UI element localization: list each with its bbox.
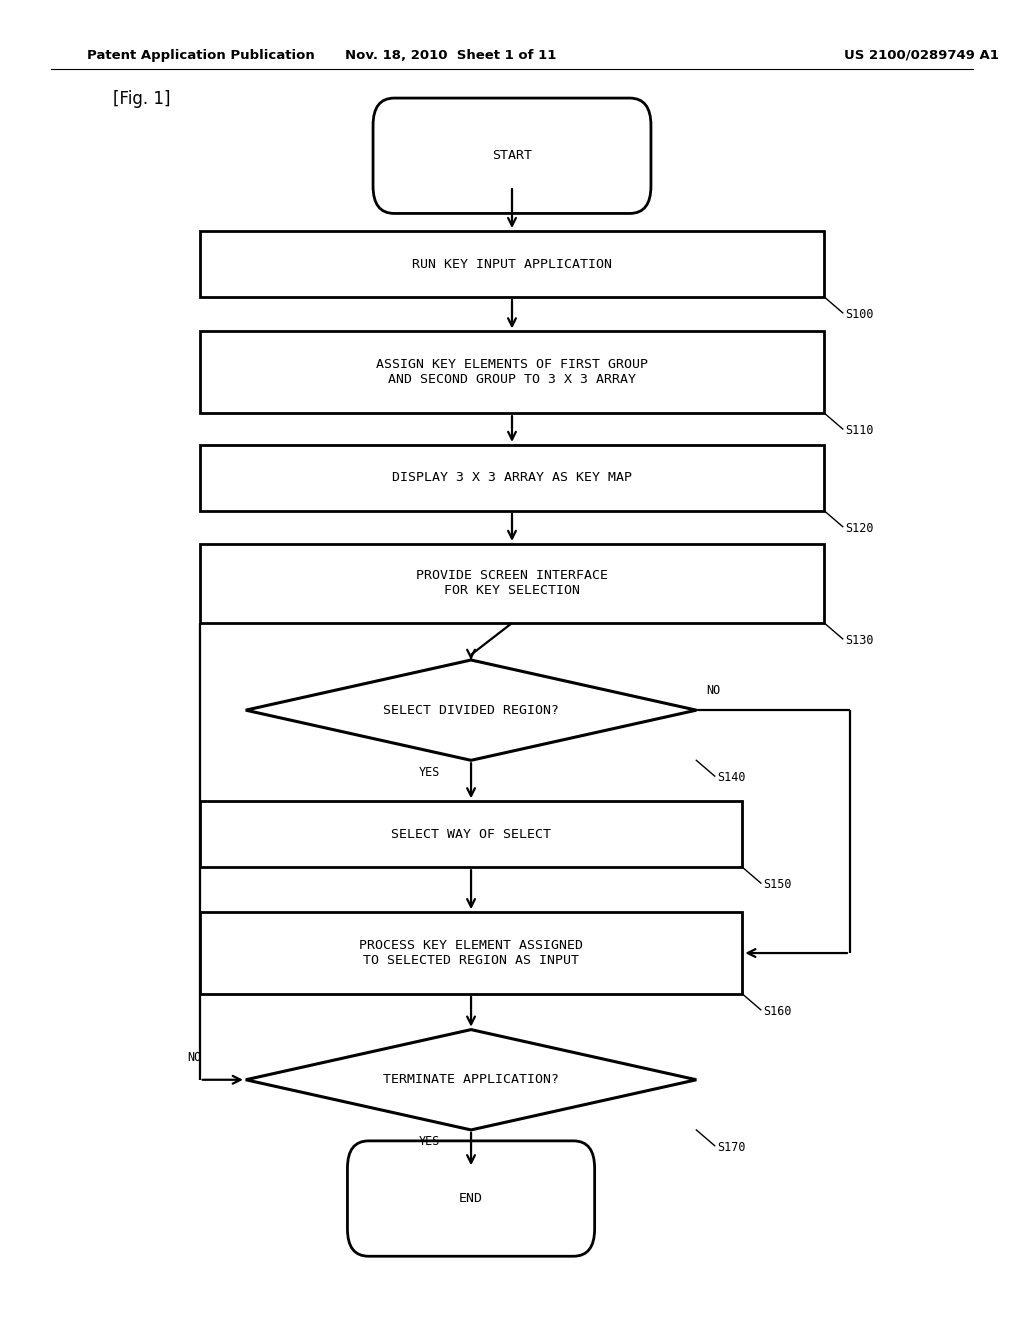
Bar: [200, 544, 824, 623]
Text: END: END: [459, 1192, 483, 1205]
Text: ASSIGN KEY ELEMENTS OF FIRST GROUP
AND SECOND GROUP TO 3 X 3 ARRAY: ASSIGN KEY ELEMENTS OF FIRST GROUP AND S…: [376, 358, 648, 387]
Text: S140: S140: [717, 771, 745, 784]
Text: Nov. 18, 2010  Sheet 1 of 11: Nov. 18, 2010 Sheet 1 of 11: [345, 49, 556, 62]
Text: S160: S160: [763, 1005, 792, 1018]
FancyBboxPatch shape: [373, 98, 651, 214]
Text: TERMINATE APPLICATION?: TERMINATE APPLICATION?: [383, 1073, 559, 1086]
Text: S130: S130: [845, 634, 873, 647]
Text: DISPLAY 3 X 3 ARRAY AS KEY MAP: DISPLAY 3 X 3 ARRAY AS KEY MAP: [392, 471, 632, 484]
Text: S110: S110: [845, 424, 873, 437]
Text: START: START: [492, 149, 532, 162]
Text: S100: S100: [845, 308, 873, 321]
Text: YES: YES: [419, 766, 440, 779]
Text: S170: S170: [717, 1140, 745, 1154]
Bar: [200, 231, 824, 297]
Text: [Fig. 1]: [Fig. 1]: [113, 90, 170, 108]
Text: US 2100/0289749 A1: US 2100/0289749 A1: [844, 49, 999, 62]
Bar: [200, 912, 742, 994]
Polygon shape: [246, 660, 696, 760]
Text: NO: NO: [187, 1051, 202, 1064]
Text: RUN KEY INPUT APPLICATION: RUN KEY INPUT APPLICATION: [412, 257, 612, 271]
Text: Patent Application Publication: Patent Application Publication: [87, 49, 314, 62]
Bar: [200, 331, 824, 413]
Text: SELECT DIVIDED REGION?: SELECT DIVIDED REGION?: [383, 704, 559, 717]
FancyBboxPatch shape: [347, 1140, 595, 1257]
Text: NO: NO: [707, 684, 721, 697]
Text: PROCESS KEY ELEMENT ASSIGNED
TO SELECTED REGION AS INPUT: PROCESS KEY ELEMENT ASSIGNED TO SELECTED…: [359, 939, 583, 968]
Bar: [200, 445, 824, 511]
Polygon shape: [246, 1030, 696, 1130]
Text: S150: S150: [763, 878, 792, 891]
Text: PROVIDE SCREEN INTERFACE
FOR KEY SELECTION: PROVIDE SCREEN INTERFACE FOR KEY SELECTI…: [416, 569, 608, 598]
Text: S120: S120: [845, 521, 873, 535]
Bar: [200, 801, 742, 867]
Text: SELECT WAY OF SELECT: SELECT WAY OF SELECT: [391, 828, 551, 841]
Text: YES: YES: [419, 1135, 440, 1148]
